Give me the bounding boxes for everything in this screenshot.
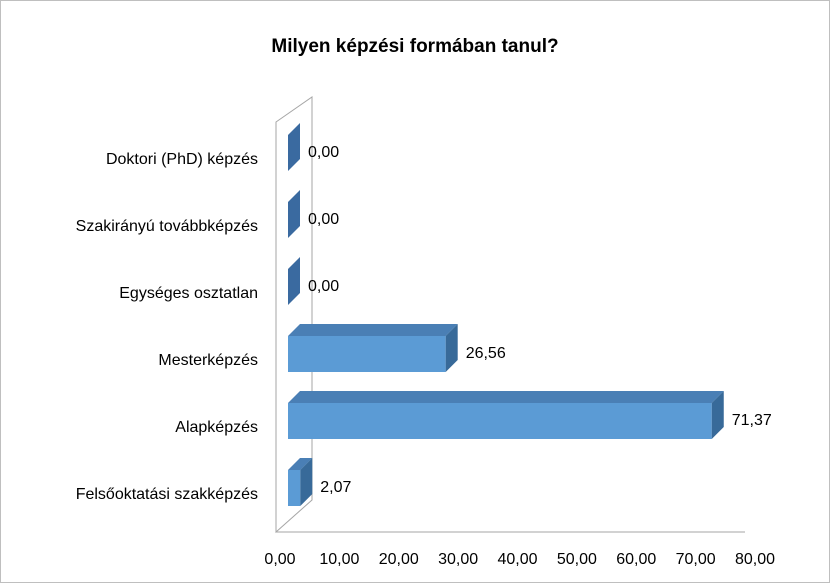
- bar: [288, 123, 300, 171]
- value-label: 0,00: [308, 211, 339, 228]
- bar-top: [288, 391, 724, 403]
- x-tick-label: 60,00: [616, 551, 656, 568]
- bar: [288, 324, 458, 372]
- bar-top: [288, 458, 313, 470]
- bar: [288, 257, 300, 305]
- x-tick-label: 70,00: [676, 551, 716, 568]
- y-tick-label: Doktori (PhD) képzés: [106, 151, 258, 168]
- bar-side: [288, 257, 300, 305]
- bar-side: [288, 123, 300, 171]
- bar: [288, 458, 313, 506]
- y-tick-label: Egységes osztatlan: [119, 285, 258, 302]
- x-tick-label: 40,00: [497, 551, 537, 568]
- y-tick-label: Szakirányú továbbképzés: [76, 218, 258, 235]
- bar: [288, 190, 300, 238]
- bar-side: [711, 391, 724, 439]
- y-tick-label: Alapképzés: [175, 419, 258, 436]
- bar: [288, 391, 724, 439]
- x-tick-label: 0,00: [264, 551, 295, 568]
- bar-top: [288, 324, 458, 336]
- x-tick-label: 20,00: [379, 551, 419, 568]
- bar-side: [445, 324, 458, 372]
- value-label: 71,37: [732, 412, 772, 429]
- value-label: 2,07: [320, 479, 351, 496]
- x-tick-label: 10,00: [319, 551, 359, 568]
- x-tick-label: 80,00: [735, 551, 775, 568]
- bar-front: [288, 470, 301, 506]
- bar-side: [288, 190, 300, 238]
- y-tick-label: Felsőoktatási szakképzés: [76, 486, 258, 503]
- y-tick-label: Mesterképzés: [158, 352, 258, 369]
- value-label: 0,00: [308, 144, 339, 161]
- bar-front: [288, 336, 446, 372]
- value-label: 26,56: [466, 345, 506, 362]
- x-tick-label: 30,00: [438, 551, 478, 568]
- bar-side: [300, 458, 313, 506]
- value-label: 0,00: [308, 278, 339, 295]
- bar-front: [288, 403, 712, 439]
- chart-title: Milyen képzési formában tanul?: [271, 36, 558, 57]
- x-tick-label: 50,00: [557, 551, 597, 568]
